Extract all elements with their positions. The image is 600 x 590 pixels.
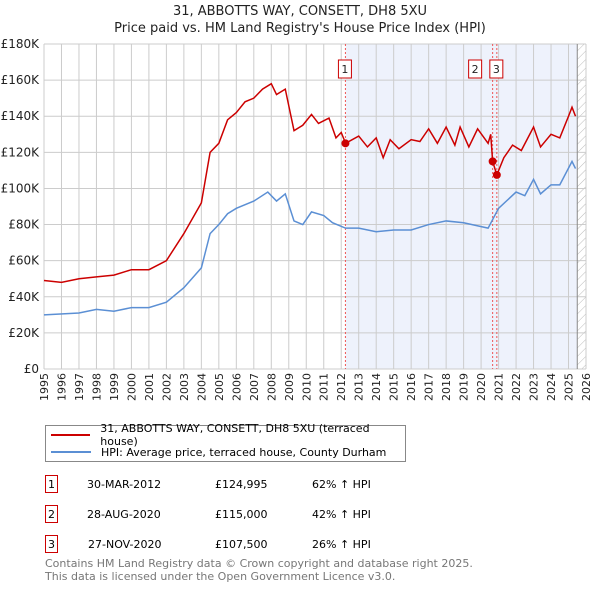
sale-marker-box: 3 xyxy=(45,535,58,553)
sale-hpi: 26% ↑ HPI xyxy=(312,538,371,551)
x-tick-label: 2009 xyxy=(283,373,296,401)
x-tick-label: 2000 xyxy=(125,373,138,401)
sale-label: 2 xyxy=(472,63,479,76)
legend-item-hpi: HPI: Average price, terraced house, Coun… xyxy=(46,444,386,460)
x-tick-label: 2013 xyxy=(353,373,366,401)
price-chart: 1995 1996 1997 1998 1999 2000 2001 2002 2003 2004… xyxy=(1,37,593,401)
sale-row: 1 30-MAR-2012 £124,995 62% ↑ HPI xyxy=(45,475,445,495)
x-tick-label: 1996 xyxy=(55,373,68,401)
x-tick-label: 2015 xyxy=(388,373,401,401)
y-tick-label: £20K xyxy=(8,326,40,340)
x-tick-label: 1998 xyxy=(90,373,103,401)
legend-label: 31, ABBOTTS WAY, CONSETT, DH8 5XU (terra… xyxy=(100,422,370,448)
property-line xyxy=(43,82,577,284)
sale-point xyxy=(492,170,501,179)
sale-price: £107,500 xyxy=(215,538,268,551)
x-tick-label: 2003 xyxy=(178,373,191,401)
legend-swatch xyxy=(51,451,91,453)
y-tick-label: £40K xyxy=(8,290,40,304)
legend-item-property: 31, ABBOTTS WAY, CONSETT, DH8 5XU (terra… xyxy=(46,422,405,448)
x-tick-label: 2022 xyxy=(510,373,523,401)
x-tick-label: 2014 xyxy=(370,373,383,401)
y-tick-label: £140K xyxy=(1,109,41,123)
x-tick-label: 2011 xyxy=(318,373,331,401)
sale-marker-box: 1 xyxy=(45,475,58,493)
sale-price: £124,995 xyxy=(215,478,268,491)
shaded-region xyxy=(345,44,578,369)
sale-row: 3 27-NOV-2020 £107,500 26% ↑ HPI xyxy=(45,535,445,555)
x-tick-label: 2005 xyxy=(213,373,226,401)
x-tick-label: 2007 xyxy=(248,373,261,401)
x-tick-label: 2010 xyxy=(300,373,313,401)
x-tick-label: 1999 xyxy=(108,373,121,401)
x-tick-label: 1997 xyxy=(73,373,86,401)
y-tick-label: £60K xyxy=(8,254,40,268)
x-tick-label: 2002 xyxy=(160,373,173,401)
sale-marker-box: 2 xyxy=(45,505,58,523)
x-tick-label: 2004 xyxy=(195,373,208,401)
sale-label-box xyxy=(489,59,504,79)
y-tick-label: £180K xyxy=(1,37,41,51)
x-tick-label: 2008 xyxy=(265,373,278,401)
x-tick-label: 2017 xyxy=(423,373,436,401)
y-tick-label: £0 xyxy=(24,362,39,376)
sale-hpi: 42% ↑ HPI xyxy=(312,508,371,521)
y-tick-label: £80K xyxy=(8,218,40,232)
x-tick-label: 2016 xyxy=(405,373,418,401)
y-tick-label: £160K xyxy=(1,73,41,87)
sale-label: 1 xyxy=(341,63,348,76)
x-tick-label: 2019 xyxy=(458,373,471,401)
x-tick-label: 2025 xyxy=(563,373,576,401)
chart-subtitle: Price paid vs. HM Land Registry's House … xyxy=(114,21,486,36)
sale-point xyxy=(341,139,350,148)
x-tick-label: 2006 xyxy=(230,373,243,401)
x-tick-label: 1995 xyxy=(38,373,51,401)
legend-swatch xyxy=(51,434,91,436)
hatched-region xyxy=(577,44,586,369)
legend-label: HPI: Average price, terraced house, Coun… xyxy=(101,445,387,459)
x-tick-label: 2012 xyxy=(335,373,348,401)
sale-label-box xyxy=(337,59,352,79)
x-tick-label: 2021 xyxy=(493,373,506,401)
footer-line: Contains HM Land Registry data © Crown c… xyxy=(45,557,473,570)
x-tick-label: 2018 xyxy=(440,373,453,401)
x-tick-label: 2026 xyxy=(580,373,593,401)
sale-point xyxy=(488,157,497,166)
footer-line: This data is licensed under the Open Gov… xyxy=(45,570,396,583)
sale-date: 28-AUG-2020 xyxy=(87,508,161,521)
y-tick-label: £100K xyxy=(1,181,41,195)
legend: 31, ABBOTTS WAY, CONSETT, DH8 5XU (terra… xyxy=(45,422,406,462)
sale-label-box xyxy=(468,59,483,79)
x-tick-label: 2023 xyxy=(528,373,541,401)
hpi-line xyxy=(43,159,577,316)
y-tick-label: £120K xyxy=(1,145,41,159)
sale-date: 30-MAR-2012 xyxy=(87,478,162,491)
sale-price: £115,000 xyxy=(215,508,268,521)
x-tick-label: 2001 xyxy=(143,373,156,401)
sale-hpi: 62% ↑ HPI xyxy=(312,478,371,491)
sale-row: 2 28-AUG-2020 £115,000 42% ↑ HPI xyxy=(45,505,445,525)
x-tick-label: 2024 xyxy=(545,373,558,401)
sale-label: 3 xyxy=(493,63,500,76)
footer: Contains HM Land Registry data © Crown c… xyxy=(45,557,473,583)
x-tick-label: 2020 xyxy=(475,373,488,401)
chart-title: 31, ABBOTTS WAY, CONSETT, DH8 5XU xyxy=(172,4,428,19)
sale-date: 27-NOV-2020 xyxy=(88,538,162,551)
